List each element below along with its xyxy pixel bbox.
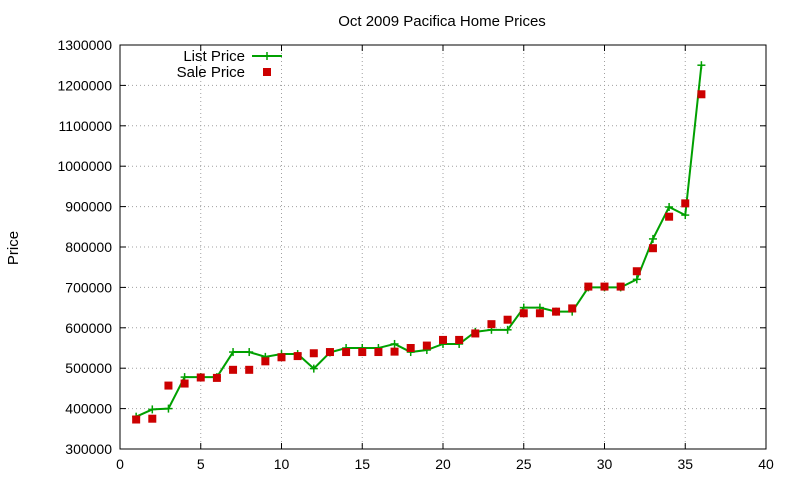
data-point <box>471 329 480 338</box>
data-point <box>487 320 496 329</box>
x-tick-label: 5 <box>197 456 205 472</box>
data-point <box>245 348 254 357</box>
legend-item: List Price <box>183 48 282 65</box>
data-point <box>600 282 609 291</box>
data-point <box>568 304 577 313</box>
data-point <box>519 309 528 318</box>
y-tick-label: 1000000 <box>57 158 112 174</box>
y-tick-label: 1300000 <box>57 37 112 53</box>
data-point <box>325 348 334 357</box>
data-point <box>584 282 593 291</box>
data-point <box>697 90 706 99</box>
axis-layer: 0 5 10 15 20 25 30 35 40 300000 400000 500000 600000… <box>57 37 774 472</box>
data-point <box>358 348 367 357</box>
legend-label: List Price <box>183 48 245 65</box>
x-tick-label: 30 <box>597 456 613 472</box>
chart-title: Oct 2009 Pacifica Home Prices <box>338 13 546 30</box>
data-point <box>503 325 512 334</box>
data-point <box>681 211 690 220</box>
legend-label: Sale Price <box>177 64 245 81</box>
data-point <box>180 379 189 388</box>
grid-layer <box>120 45 766 449</box>
data-point <box>406 344 415 352</box>
y-axis-label: Price <box>5 231 22 265</box>
y-tick-label: 900000 <box>65 199 112 215</box>
data-point <box>164 404 173 413</box>
y-tick-label: 300000 <box>65 441 112 457</box>
data-point <box>681 199 690 208</box>
x-tick-label: 0 <box>116 456 124 472</box>
y-tick-label: 1100000 <box>59 118 113 134</box>
data-point <box>632 275 641 284</box>
y-tick-label: 500000 <box>65 360 112 376</box>
series-line <box>135 65 703 418</box>
data-point <box>439 335 447 344</box>
data-point <box>229 365 238 374</box>
x-tick-label: 10 <box>274 456 290 472</box>
x-tick-label: 35 <box>677 456 693 472</box>
data-point <box>277 353 286 362</box>
data-point <box>261 357 270 366</box>
series-layer <box>132 61 706 424</box>
data-point <box>390 347 399 356</box>
data-point <box>212 373 221 382</box>
data-point <box>309 364 318 373</box>
data-point <box>616 282 625 291</box>
data-point <box>148 405 157 414</box>
data-point <box>665 203 674 212</box>
y-tick-label: 400000 <box>65 401 112 417</box>
data-point <box>503 315 512 324</box>
data-point <box>665 212 674 221</box>
series-list-price <box>132 61 706 421</box>
y-tick-label: 1200000 <box>57 77 112 93</box>
data-point <box>374 348 383 357</box>
data-point <box>632 267 641 276</box>
data-point <box>309 349 318 358</box>
data-point <box>455 335 464 344</box>
x-tick-label: 20 <box>435 456 451 472</box>
data-point <box>342 348 351 357</box>
legend-item: Sale Price <box>177 64 271 81</box>
y-tick-label: 800000 <box>65 239 112 255</box>
data-point <box>132 415 141 424</box>
data-point <box>552 307 561 316</box>
legend-swatch-marker <box>263 52 271 60</box>
series-sale-price <box>132 90 706 424</box>
data-point <box>293 352 302 361</box>
data-point <box>390 339 399 348</box>
data-point <box>148 414 157 423</box>
y-tick-label: 600000 <box>65 320 112 336</box>
data-point <box>535 309 544 318</box>
y-tick-label: 700000 <box>65 279 112 295</box>
x-tick-label: 40 <box>758 456 774 472</box>
data-point <box>697 61 706 70</box>
data-point <box>196 373 205 382</box>
data-point <box>422 341 431 350</box>
data-point <box>648 244 657 253</box>
legend-swatch-marker <box>263 68 271 76</box>
x-tick-label: 25 <box>516 456 532 472</box>
data-point <box>245 365 254 374</box>
data-point <box>648 234 657 243</box>
data-point <box>229 348 238 357</box>
x-tick-label: 15 <box>354 456 370 472</box>
data-point <box>164 381 173 390</box>
